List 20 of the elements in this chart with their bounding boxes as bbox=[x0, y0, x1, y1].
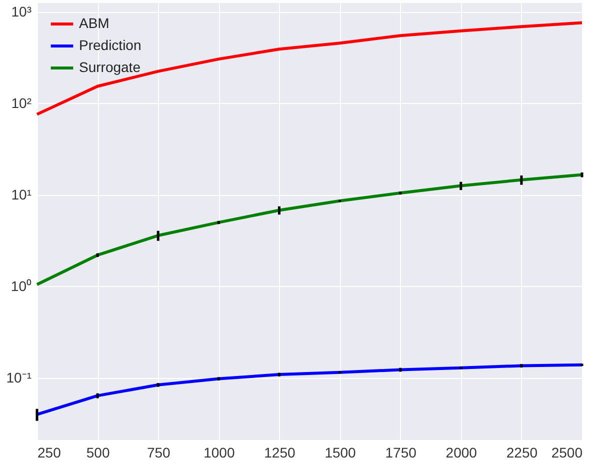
y-tick-label: 10¹ bbox=[11, 186, 32, 202]
legend-label: Prediction bbox=[79, 37, 142, 53]
x-tick-label: 1250 bbox=[264, 444, 296, 460]
y-tick-label: 10³ bbox=[11, 3, 32, 20]
x-tick-label: 1750 bbox=[385, 444, 417, 460]
y-tick-label: 10⁰ bbox=[10, 278, 32, 294]
x-tick-label: 1000 bbox=[204, 444, 235, 460]
x-tick-label: 750 bbox=[146, 444, 171, 460]
x-tick-label: 2250 bbox=[506, 444, 538, 460]
legend-label: ABM bbox=[79, 15, 110, 31]
legend-label: Surrogate bbox=[79, 59, 141, 75]
line-series bbox=[36, 173, 584, 286]
x-tick-label: 250 bbox=[38, 444, 62, 460]
x-tick-label: 500 bbox=[86, 444, 110, 460]
x-tick-label: 1500 bbox=[324, 444, 356, 460]
y-tick-label: 10⁻¹ bbox=[6, 369, 32, 386]
x-tick-label: 2500 bbox=[551, 444, 583, 460]
line-series bbox=[36, 363, 584, 416]
y-tick-label: 10² bbox=[11, 94, 32, 111]
x-tick-label: 2000 bbox=[446, 444, 478, 460]
